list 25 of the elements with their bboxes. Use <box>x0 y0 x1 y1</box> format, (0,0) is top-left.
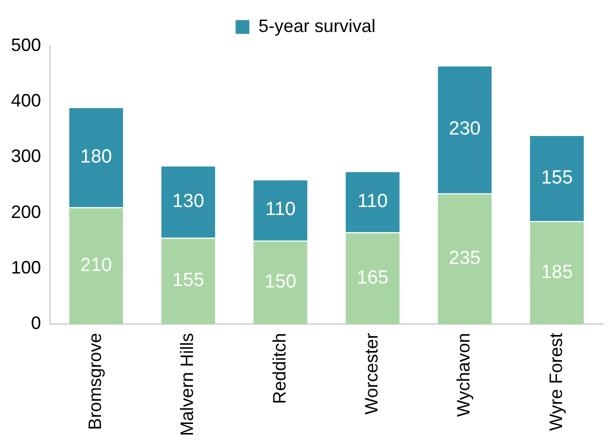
data-label: 150 <box>264 272 296 293</box>
data-label: 235 <box>448 248 481 269</box>
x-tick-label: Bromsgrove <box>85 332 106 430</box>
data-label: 230 <box>448 118 481 140</box>
data-label: 210 <box>80 254 112 276</box>
data-label: 180 <box>80 146 112 168</box>
legend-label: 5-year survival <box>258 16 376 36</box>
x-tick-label: Redditch <box>269 332 290 404</box>
data-label: 165 <box>356 267 388 288</box>
y-tick-label: 300 <box>10 146 42 166</box>
y-tick-label: 200 <box>10 202 42 222</box>
data-label: 185 <box>541 262 573 283</box>
data-label: 155 <box>172 270 204 292</box>
x-tick-label: Wyre Forest <box>546 332 566 431</box>
y-tick-label: 100 <box>10 257 42 278</box>
data-label: 110 <box>357 190 388 212</box>
data-label: 155 <box>541 167 573 188</box>
x-tick-label: Worcester <box>362 332 382 415</box>
y-tick-label: 0 <box>31 312 42 333</box>
data-label: 110 <box>265 199 296 220</box>
data-label: 130 <box>172 190 204 212</box>
x-tick-label: Wychavon <box>454 332 474 417</box>
x-tick-label: Malvern Hills <box>177 332 198 436</box>
y-tick-label: 500 <box>10 34 42 55</box>
y-tick-label: 400 <box>10 90 42 111</box>
